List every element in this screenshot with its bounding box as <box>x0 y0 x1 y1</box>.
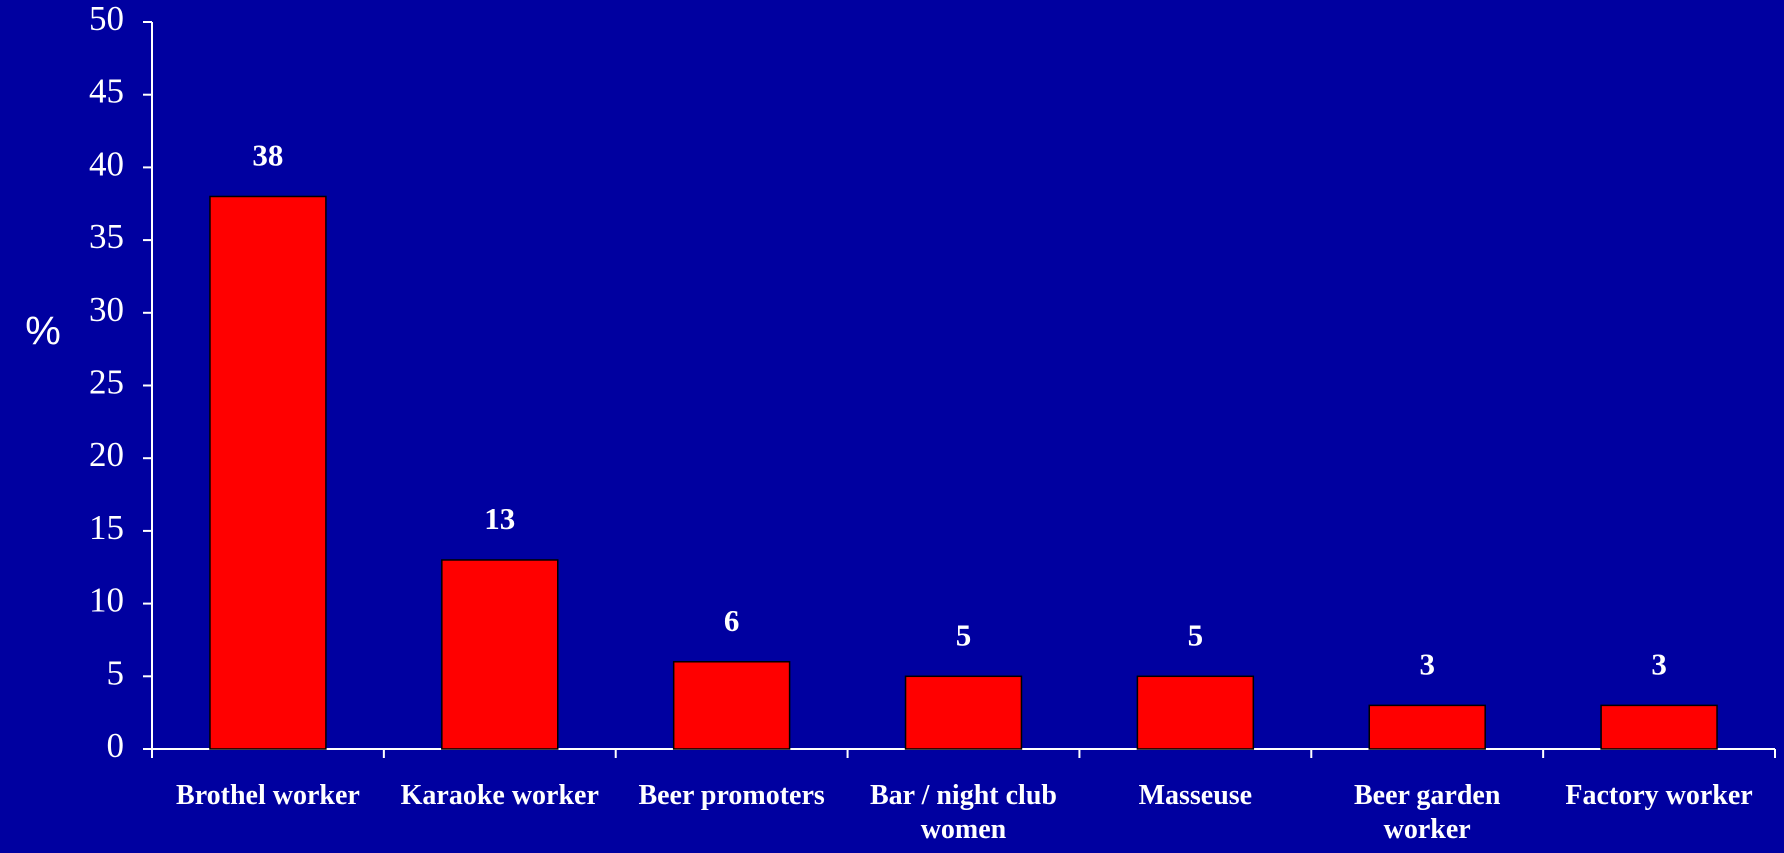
value-label: 13 <box>484 501 515 536</box>
value-label: 38 <box>252 138 283 173</box>
bar <box>1600 704 1718 750</box>
value-label: 3 <box>1651 646 1667 681</box>
value-label: 5 <box>956 617 972 652</box>
bar <box>1368 704 1486 750</box>
y-tick-label: 45 <box>89 72 124 111</box>
x-tick-label: Brothel worker <box>176 780 360 811</box>
y-tick-label: 50 <box>89 0 124 38</box>
x-tick-label: Masseuse <box>1138 780 1253 811</box>
y-tick-label: 15 <box>89 508 124 547</box>
bar <box>441 559 559 750</box>
y-tick-label: 30 <box>89 290 124 329</box>
y-axis-label: % <box>25 310 61 354</box>
x-tick-label: Bar / night club women <box>869 780 1057 845</box>
x-tick-label: Factory worker <box>1565 780 1753 811</box>
y-tick-label: 25 <box>89 363 124 402</box>
y-tick-label: 10 <box>89 581 124 620</box>
bar <box>904 675 1023 750</box>
bar <box>672 661 791 750</box>
bar <box>1136 675 1255 750</box>
y-tick-label: 5 <box>107 653 125 692</box>
x-tick-label: Karaoke worker <box>400 780 599 811</box>
y-tick-label: 35 <box>89 217 124 256</box>
y-tick-label: 0 <box>107 726 125 765</box>
value-label: 6 <box>724 603 740 638</box>
x-tick-label: Beer promoters <box>638 780 825 811</box>
y-tick-label: 20 <box>89 435 124 474</box>
bar <box>209 195 327 750</box>
value-label: 3 <box>1419 646 1435 681</box>
y-tick-label: 40 <box>89 144 124 183</box>
x-tick-label: Beer garden worker <box>1353 780 1501 845</box>
value-label: 5 <box>1188 617 1204 652</box>
